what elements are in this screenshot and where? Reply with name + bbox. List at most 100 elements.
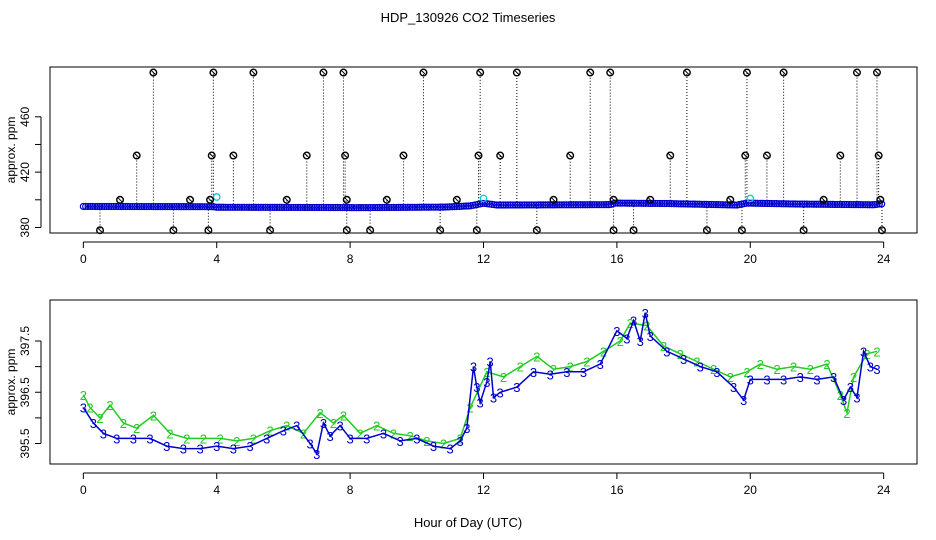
baseline-point xyxy=(572,201,580,209)
baseline-point xyxy=(296,203,305,212)
baseline-point xyxy=(121,202,129,211)
series-3-point: 3 xyxy=(483,375,490,390)
series-2-point: 2 xyxy=(266,424,273,439)
baseline-point xyxy=(385,203,393,212)
series-2-point: 2 xyxy=(316,406,323,421)
series-2-point: 2 xyxy=(790,360,797,375)
baseline-point xyxy=(208,203,216,211)
outlier-cross xyxy=(514,70,520,75)
baseline-point xyxy=(145,202,153,211)
series-3-point: 3 xyxy=(497,385,504,400)
series-2-point: 2 xyxy=(483,365,490,380)
baseline-point xyxy=(677,200,685,208)
series-3-point: 3 xyxy=(463,421,470,436)
baseline-point xyxy=(681,200,690,208)
outlier-cross xyxy=(611,197,616,203)
baseline-point xyxy=(763,199,771,208)
series-3-point: 3 xyxy=(80,401,87,416)
baseline-point xyxy=(401,203,410,211)
baseline-point xyxy=(854,201,862,209)
outlier-point xyxy=(249,68,258,77)
outlier-point xyxy=(476,68,485,77)
outlier-cross xyxy=(567,153,573,158)
outlier-point xyxy=(266,226,275,235)
outlier-point xyxy=(302,151,311,160)
series-3-point: 3 xyxy=(487,355,494,370)
series-3-point: 3 xyxy=(840,393,847,408)
outlier-point xyxy=(762,151,771,160)
baseline-point xyxy=(497,201,505,209)
baseline-point xyxy=(843,200,851,209)
baseline-point xyxy=(131,202,139,211)
series-3-point: 3 xyxy=(100,426,107,441)
baseline-point xyxy=(864,201,872,209)
upper-x-tick-label: 16 xyxy=(610,252,624,266)
baseline-point xyxy=(406,203,414,211)
baseline-point xyxy=(191,203,199,211)
baseline-point xyxy=(665,199,673,208)
chart-title: HDP_130926 CO2 Timeseries xyxy=(381,10,556,25)
baseline-point xyxy=(637,199,645,207)
baseline-point xyxy=(618,199,627,207)
baseline-point xyxy=(658,199,666,208)
outlier-cross xyxy=(384,197,390,203)
series-2-point: 2 xyxy=(677,347,684,362)
baseline-point xyxy=(315,203,323,212)
baseline-point xyxy=(170,203,178,211)
baseline-point xyxy=(103,202,111,211)
outlier-point xyxy=(319,68,328,77)
baseline-point xyxy=(819,200,827,208)
baseline-point xyxy=(194,203,202,211)
baseline-point xyxy=(212,203,220,211)
baseline-point xyxy=(667,200,676,208)
baseline-point xyxy=(436,203,445,211)
baseline-point xyxy=(653,199,662,208)
outlier-cross xyxy=(231,153,236,158)
baseline-point xyxy=(532,201,540,209)
outlier-point xyxy=(96,226,105,235)
outlier-point xyxy=(204,226,213,235)
baseline-point xyxy=(341,203,349,212)
baseline-point xyxy=(247,203,256,211)
baseline-point xyxy=(742,199,750,207)
baseline-point xyxy=(625,199,634,207)
outlier-cross xyxy=(367,227,373,233)
baseline-point xyxy=(663,199,671,208)
baseline-point xyxy=(222,203,230,211)
baseline-point xyxy=(84,202,92,211)
baseline-point xyxy=(82,202,90,211)
series-3-point: 3 xyxy=(447,442,454,457)
baseline-point xyxy=(829,200,837,208)
outlier-cross xyxy=(744,70,750,75)
outlier-point xyxy=(549,195,558,204)
series-3-point: 3 xyxy=(530,365,537,380)
series-2-point: 2 xyxy=(457,431,464,446)
series-3-point: 3 xyxy=(230,442,237,457)
outlier-cross xyxy=(437,227,443,233)
outlier-cross xyxy=(151,70,156,75)
baseline-point xyxy=(147,202,155,211)
baseline-point xyxy=(282,203,291,212)
baseline-point xyxy=(168,203,176,211)
outlier-point xyxy=(366,226,375,235)
baseline-point xyxy=(301,203,309,212)
outlier-cross xyxy=(877,197,883,203)
baseline-point xyxy=(826,200,834,208)
baseline-point xyxy=(259,203,267,211)
baseline-point xyxy=(124,202,132,211)
series-2-point: 2 xyxy=(390,426,397,441)
lower-y-tick-label: 397.5 xyxy=(18,326,32,356)
baseline-point xyxy=(427,203,435,211)
series-3-point: 3 xyxy=(477,396,484,411)
series-2-point: 2 xyxy=(500,370,507,385)
baseline-point xyxy=(320,203,328,212)
series-3-point: 3 xyxy=(213,439,220,454)
baseline-point xyxy=(651,199,659,208)
baseline-point xyxy=(555,201,564,209)
baseline-point xyxy=(616,199,624,207)
outlier-point xyxy=(872,68,881,77)
series-3-point: 3 xyxy=(780,372,787,387)
outlier-cross xyxy=(837,153,843,158)
series-2-point: 2 xyxy=(773,362,780,377)
baseline-point xyxy=(273,203,281,212)
